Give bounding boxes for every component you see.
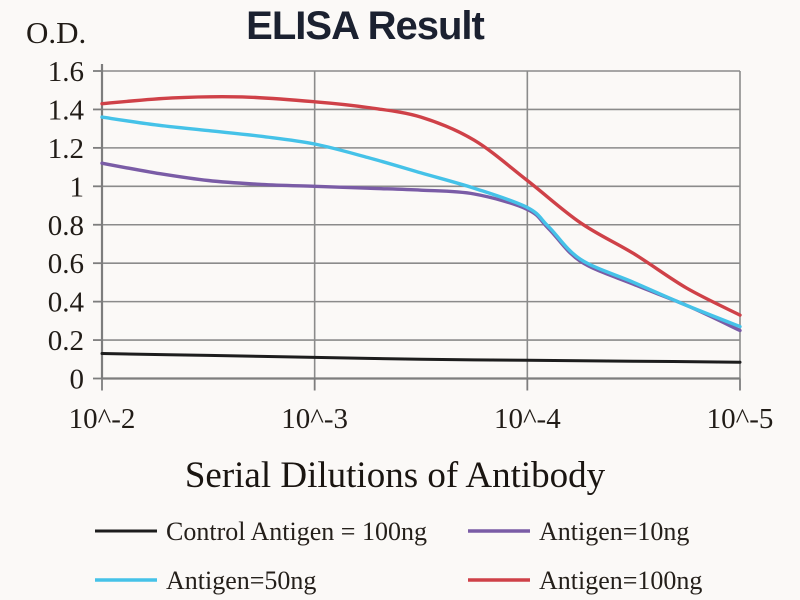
y-tick-label: 1.2 (48, 133, 84, 165)
x-tick-labels: 10^-2 10^-3 10^-4 10^-5 (69, 403, 774, 435)
legend: Control Antigen = 100ng Antigen=10ng Antig… (95, 517, 702, 595)
series-line-3 (100, 115, 742, 329)
x-tick-label: 10^-4 (494, 403, 561, 435)
axes (93, 64, 741, 391)
y-tick-label: 0.2 (48, 325, 84, 357)
y-tick-label: 1 (70, 171, 85, 203)
y-tick-label: 0.4 (48, 287, 85, 319)
x-axis-label: Serial Dilutions of Antibody (185, 455, 606, 496)
x-tick-label: 10^-3 (281, 403, 348, 435)
series-line-2 (100, 161, 742, 333)
series-line-1 (100, 352, 742, 364)
legend-label: Antigen=100ng (539, 566, 702, 595)
y-tick-label: 0.8 (48, 210, 84, 242)
y-tick-label: 1.4 (48, 94, 85, 126)
legend-label: Control Antigen = 100ng (166, 517, 427, 546)
legend-label: Antigen=50ng (166, 566, 316, 595)
y-axis-label: O.D. (26, 15, 86, 50)
y-tick-label: 0.6 (48, 248, 84, 280)
x-tick-label: 10^-5 (707, 403, 774, 435)
y-tick-labels: 0 0.2 0.4 0.6 0.8 1 1.2 1.4 1.6 (48, 56, 85, 396)
series-lines (100, 94, 742, 364)
y-tick-label: 0 (70, 364, 85, 396)
chart-title: ELISA Result (246, 4, 484, 48)
x-tick-label: 10^-2 (69, 403, 136, 435)
gridlines (102, 70, 741, 380)
y-tick-label: 1.6 (48, 56, 84, 88)
legend-label: Antigen=10ng (539, 517, 689, 546)
series-line-4 (100, 94, 742, 317)
